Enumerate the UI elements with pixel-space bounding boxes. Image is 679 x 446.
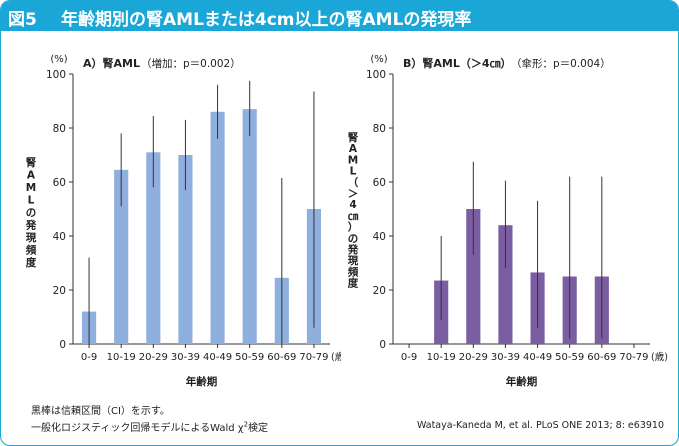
chart-a-bar bbox=[242, 109, 257, 344]
chart-b-category-label: 60-69 bbox=[587, 352, 616, 363]
chart-a-category-label: 0-9 bbox=[81, 352, 97, 363]
chart-b-ylabel-char: M bbox=[348, 154, 358, 166]
chart-a-ytick-label: 0 bbox=[59, 339, 66, 351]
chart-b-unit-label: (%) bbox=[370, 54, 387, 65]
chart-a-ylabel-char: M bbox=[26, 182, 36, 194]
footnote-test: 一般化ロジスティック回帰モデルによるWald χ2検定 bbox=[31, 419, 268, 434]
chart-a-category-label: 40-49 bbox=[203, 352, 232, 363]
chart-b-bar bbox=[466, 209, 481, 344]
chart-b-ylabel-char: 度 bbox=[348, 277, 359, 290]
chart-b-ylabel-char: L bbox=[350, 166, 357, 178]
chart-a-x-unit: (歳) bbox=[331, 351, 341, 363]
figure-number: 図5 bbox=[8, 10, 37, 30]
chart-b-category-label: 20-29 bbox=[459, 352, 488, 363]
footnote-test-text: 一般化ロジスティック回帰モデルによるWald χ bbox=[31, 423, 244, 434]
chart-a-ylabel-char: 度 bbox=[26, 256, 37, 269]
chart-b-category-label: 50-59 bbox=[555, 352, 584, 363]
chart-b-ylabel-char: （ bbox=[348, 176, 359, 189]
chart-a-ytick-label: 100 bbox=[46, 69, 66, 81]
chart-b-ytick-label: 40 bbox=[373, 231, 386, 243]
chart-a-bar bbox=[210, 111, 225, 344]
chart-a-ylabel-char: 発 bbox=[25, 219, 37, 232]
chart-a-category-label: 10-19 bbox=[107, 352, 136, 363]
chart-b-bar bbox=[498, 225, 513, 344]
footnote-ci: 黒棒は信頼区間（CI）を示す。 bbox=[31, 406, 170, 417]
chart-b-category-label: 40-49 bbox=[523, 352, 552, 363]
chart-a-bar bbox=[114, 169, 129, 344]
chart-b-ylabel-char: 頻 bbox=[348, 265, 359, 278]
chart-a-xlabel: 年齢期 bbox=[186, 375, 218, 388]
chart-a-unit-label: (%) bbox=[50, 54, 67, 65]
chart-b-title: B）腎AML（＞4㎝） bbox=[403, 57, 512, 70]
chart-b-ylabel-char: 腎 bbox=[348, 132, 359, 144]
chart-a-ylabel-char: A bbox=[27, 170, 36, 182]
chart-b-x-unit: (歳) bbox=[651, 351, 668, 363]
chart-a-ytick-label: 60 bbox=[53, 177, 66, 189]
chart-b-ylabel-char: ㎝ bbox=[348, 210, 359, 222]
chart-b-ytick-label: 20 bbox=[373, 285, 386, 297]
chart-b-ytick-label: 0 bbox=[379, 339, 386, 351]
chart-b-ytick-label: 80 bbox=[373, 123, 386, 135]
chart-a-ylabel-char: 現 bbox=[26, 232, 37, 244]
chart-a-ytick-label: 80 bbox=[53, 123, 66, 135]
chart-b-ytick-label: 60 bbox=[373, 177, 386, 189]
chart-b-ylabel-char: 4 bbox=[349, 199, 356, 211]
title-bar: 図5 年齢期別の腎AMLまたは4cm以上の腎AMLの発現率 bbox=[1, 1, 678, 31]
figure-title: 年齢期別の腎AMLまたは4cm以上の腎AMLの発現率 bbox=[61, 10, 472, 30]
chart-a-trend-note: （増加：p＝0.002） bbox=[141, 57, 241, 70]
chart-b-ylabel-char: 現 bbox=[348, 255, 359, 267]
chart-b-ylabel-char: 発 bbox=[347, 243, 359, 256]
chart-b-ylabel-char: ） bbox=[348, 221, 359, 234]
chart-b: B）腎AML（＞4㎝） （傘形：p＝0.004） (%) 0 20 40 60 80 100 腎A… bbox=[347, 54, 668, 388]
chart-b-category-label: 10-19 bbox=[427, 352, 456, 363]
chart-a-bar bbox=[178, 155, 193, 344]
chart-a-ylabel-char: L bbox=[28, 195, 35, 207]
chart-a-title: A）腎AML bbox=[83, 57, 140, 70]
footnote-test-end: 検定 bbox=[248, 423, 269, 434]
chart-a-ylabel-char: の bbox=[26, 207, 37, 219]
footnote-test-sup: 2 bbox=[243, 420, 249, 429]
chart-b-ylabel-char: A bbox=[349, 143, 358, 155]
chart-b-ylabel-char: の bbox=[348, 233, 359, 245]
chart-b-category-label: 0-9 bbox=[401, 352, 417, 363]
chart-a-ytick-label: 40 bbox=[53, 231, 66, 243]
citation: Wataya-Kaneda M, et al. PLoS ONE 2013; 8… bbox=[416, 420, 664, 431]
chart-b-ylabel-char: ＞ bbox=[348, 188, 359, 200]
chart-a: A）腎AML （増加：p＝0.002） (%) 0 20 40 60 80 100 腎AMLの発現… bbox=[25, 54, 341, 388]
chart-a-bar bbox=[146, 152, 161, 344]
chart-b-xlabel: 年齢期 bbox=[506, 375, 538, 388]
chart-a-category-label: 50-59 bbox=[235, 352, 264, 363]
chart-b-category-label: 30-39 bbox=[491, 352, 520, 363]
chart-a-category-label: 30-39 bbox=[171, 352, 200, 363]
chart-b-ytick-label: 100 bbox=[366, 69, 386, 81]
chart-a-category-label: 70-79 bbox=[299, 352, 328, 363]
chart-b-category-label: 70-79 bbox=[619, 352, 648, 363]
chart-b-trend-note: （傘形：p＝0.004） bbox=[511, 58, 611, 70]
chart-a-category-label: 60-69 bbox=[267, 352, 296, 363]
chart-a-ylabel-char: 腎 bbox=[26, 157, 37, 169]
chart-a-ytick-label: 20 bbox=[53, 285, 66, 297]
chart-a-ylabel-char: 頻 bbox=[26, 244, 37, 257]
chart-a-category-label: 20-29 bbox=[139, 352, 168, 363]
